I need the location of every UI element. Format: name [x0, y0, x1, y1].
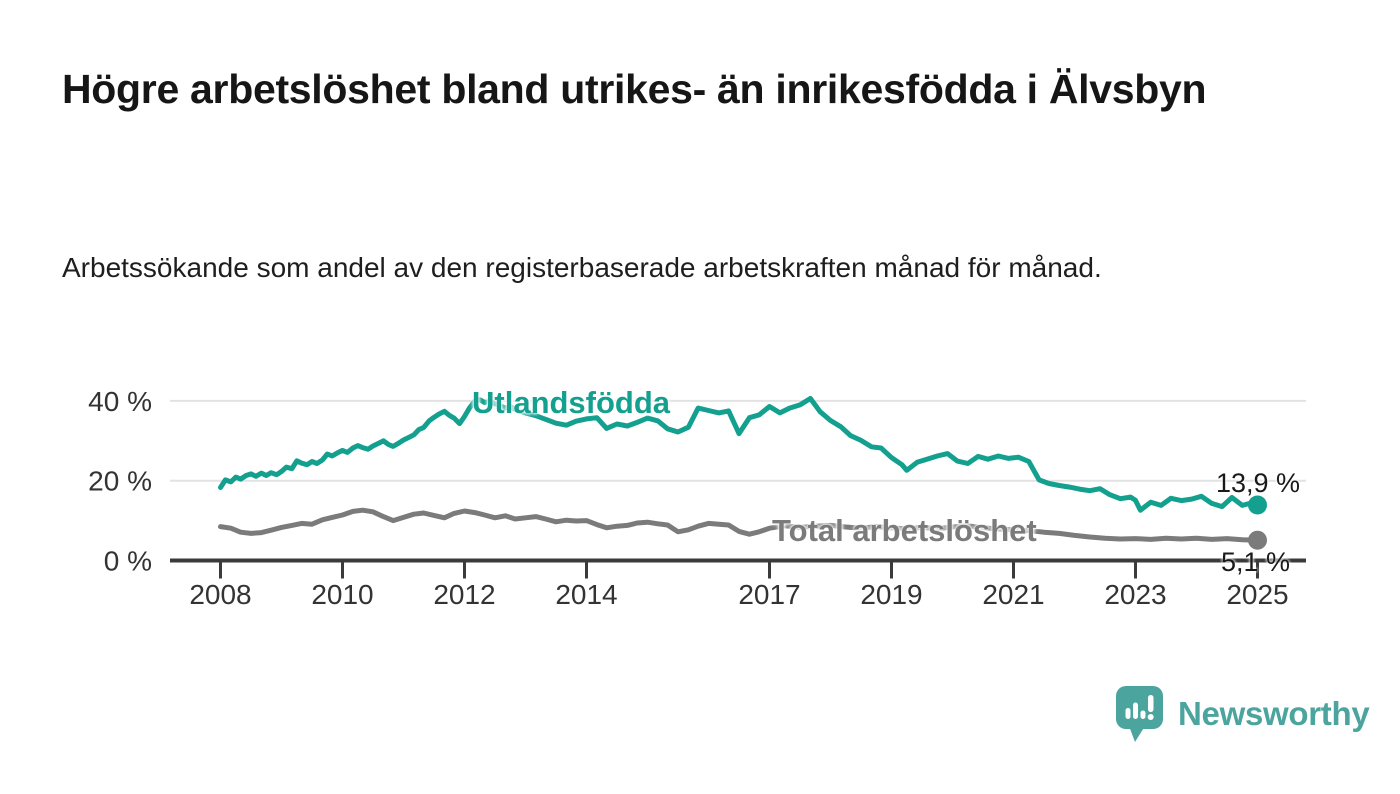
series-label-utlandsfodda: Utlandsfödda	[472, 385, 671, 420]
x-tick-label-2023: 2023	[1104, 579, 1166, 610]
y-tick-label-40: 40 %	[88, 386, 152, 417]
series-endpoint-0	[1248, 495, 1267, 515]
logo-bar-1	[1125, 708, 1131, 719]
end-value-label-utlandsfodda: 13,9 %	[1216, 468, 1301, 498]
x-tick-label-2021: 2021	[982, 579, 1044, 610]
x-tick-label-2017: 2017	[738, 579, 800, 610]
y-tick-label-20: 20 %	[88, 466, 152, 497]
x-tick-label-2008: 2008	[189, 579, 251, 610]
newsworthy-wordmark: Newsworthy	[1178, 694, 1370, 732]
logo-exclamation-dot	[1147, 714, 1154, 720]
series-line-0	[218, 396, 1260, 513]
logo-bar-2	[1133, 702, 1138, 719]
x-tick-label-2014: 2014	[555, 579, 617, 610]
series-label-total-arbetsloshet: Total arbetslöshet	[772, 513, 1037, 548]
logo-exclamation	[1148, 695, 1154, 712]
page-subtitle: Arbetssökande som andel av den registerb…	[62, 252, 1102, 283]
logo-bar-3	[1140, 710, 1146, 719]
y-tick-label-0: 0 %	[104, 546, 152, 577]
x-tick-label-2010: 2010	[311, 579, 373, 610]
newsworthy-icon	[1113, 684, 1165, 743]
x-tick-label-2019: 2019	[860, 579, 922, 610]
x-tick-label-2012: 2012	[433, 579, 495, 610]
page-title: Högre arbetslöshet bland utrikes- än inr…	[62, 66, 1207, 112]
series-endpoint-1	[1248, 530, 1267, 550]
series-line-1	[218, 507, 1260, 543]
newsworthy-logo[interactable]: Newsworthy	[1113, 684, 1370, 743]
x-tick-label-2025: 2025	[1226, 579, 1288, 610]
end-value-label-total: 5,1 %	[1221, 547, 1291, 577]
